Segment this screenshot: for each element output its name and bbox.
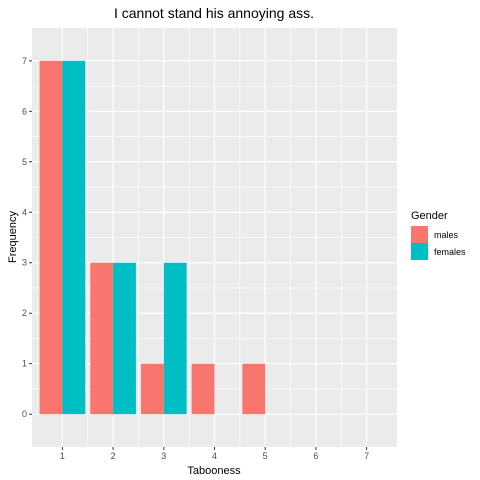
y-tick-label: 3 <box>22 258 27 268</box>
y-axis-ticks: 0 1 2 3 4 5 6 7 <box>22 56 32 419</box>
y-tick-label: 1 <box>22 359 27 369</box>
bar-females-1 <box>62 60 86 415</box>
bar-males-2 <box>90 262 114 415</box>
x-axis-ticks: 1 2 3 4 5 6 7 <box>60 447 369 461</box>
bar-males-5 <box>242 363 266 415</box>
y-tick-label: 6 <box>22 106 27 116</box>
x-tick-label: 7 <box>364 451 369 461</box>
legend-title: Gender <box>411 210 448 222</box>
y-tick-label: 5 <box>22 157 27 167</box>
legend-item-females: females <box>411 243 466 260</box>
x-tick-label: 4 <box>212 451 217 461</box>
x-tick-label: 1 <box>60 451 65 461</box>
legend-label-females: females <box>434 247 466 257</box>
y-tick-label: 2 <box>22 308 27 318</box>
legend: Gender males females <box>411 210 466 260</box>
bar-males-4 <box>191 363 215 415</box>
legend-item-males: males <box>411 226 459 243</box>
bar-females-2 <box>113 262 136 415</box>
legend-label-males: males <box>434 230 459 240</box>
x-tick-label: 3 <box>161 451 166 461</box>
bar-females-3 <box>163 262 187 415</box>
x-axis-label: Tabooness <box>187 465 241 477</box>
legend-swatch-females <box>411 243 428 260</box>
legend-swatch-males <box>411 226 428 243</box>
y-tick-label: 7 <box>22 56 27 66</box>
x-tick-label: 6 <box>313 451 318 461</box>
bar-males-1 <box>39 60 63 415</box>
x-tick-label: 2 <box>111 451 116 461</box>
y-tick-label: 4 <box>22 207 27 217</box>
bars-group <box>39 60 266 415</box>
y-tick-label: 0 <box>22 409 27 419</box>
y-axis-label: Frequency <box>7 211 19 263</box>
x-tick-label: 5 <box>263 451 268 461</box>
chart-title: I cannot stand his annoying ass. <box>114 5 314 21</box>
bar-males-3 <box>140 363 164 415</box>
